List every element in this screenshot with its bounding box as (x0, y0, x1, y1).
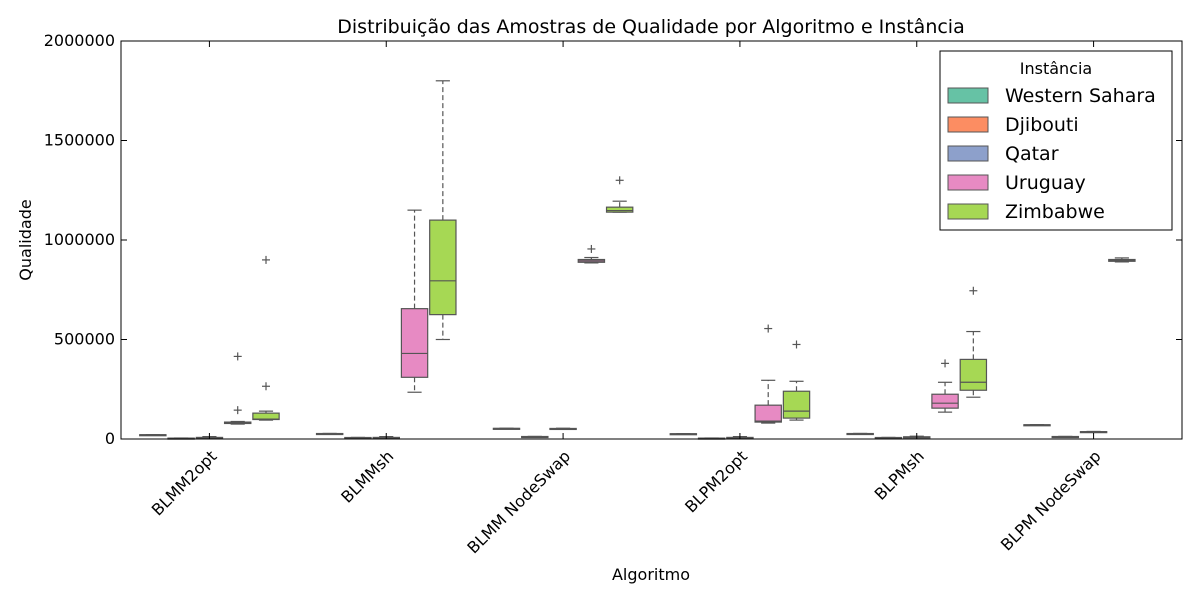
box-body (959, 358, 988, 391)
box-western-sahara-3 (669, 433, 698, 436)
legend-swatch (947, 87, 989, 104)
box-body (782, 390, 811, 419)
outlier (792, 340, 801, 349)
legend-swatch (947, 145, 989, 162)
box-body (931, 393, 959, 409)
box-western-sahara-2 (492, 427, 521, 430)
box-zimbabwe-3 (782, 340, 811, 421)
box-western-sahara-0 (139, 434, 167, 437)
box-body (429, 219, 457, 316)
legend-label: Uruguay (1005, 172, 1086, 194)
chart-title: Distribuição das Amostras de Qualidade p… (337, 16, 964, 38)
x-tick-label: BLMM2opt (148, 447, 221, 520)
outlier (233, 406, 242, 415)
legend-label: Zimbabwe (1005, 201, 1105, 223)
legend-frame (939, 50, 1173, 231)
box-djibouti-4 (874, 436, 903, 440)
legend-item-uruguay: Uruguay (947, 172, 1086, 194)
y-tick-label: 1000000 (44, 230, 115, 249)
box-body (605, 206, 634, 213)
box-uruguay-4 (931, 359, 959, 413)
y-tick-label: 500000 (54, 330, 115, 349)
x-tick-label: BLPM NodeSwap (997, 447, 1105, 555)
box-uruguay-1 (400, 209, 429, 393)
y-axis: 0 500000 1000000 1500000 2000000 (44, 31, 1182, 448)
legend-item-zimbabwe: Zimbabwe (947, 201, 1105, 223)
box-qatar-5 (1079, 430, 1108, 434)
x-tick-label: BLMM NodeSwap (463, 447, 574, 558)
box-body (400, 308, 429, 378)
box-uruguay-0 (223, 352, 252, 425)
box-djibouti-1 (344, 436, 372, 440)
y-tick-label: 0 (105, 429, 115, 448)
plot-marks (139, 80, 1136, 440)
x-axis-label: Algoritmo (612, 565, 690, 584)
legend-swatch (947, 203, 989, 220)
box-zimbabwe-1 (429, 80, 457, 341)
legend-items: Western Sahara Djibouti Qatar Uruguay Zimbab… (947, 85, 1156, 223)
legend-label: Djibouti (1005, 114, 1079, 136)
legend-item-western-sahara: Western Sahara (947, 85, 1156, 107)
box-western-sahara-1 (315, 432, 344, 436)
outlier (262, 382, 271, 391)
box-djibouti-5 (1051, 435, 1080, 439)
box-zimbabwe-0 (252, 255, 280, 421)
outlier (587, 244, 596, 253)
box-djibouti-2 (521, 435, 549, 439)
x-tick-label: BLPM2opt (681, 447, 751, 517)
outlier (262, 255, 271, 264)
box-zimbabwe-2 (605, 176, 634, 213)
box-uruguay-2 (577, 244, 606, 264)
y-tick-label: 2000000 (44, 31, 115, 50)
outlier (969, 286, 978, 295)
y-axis-label: Qualidade (16, 199, 35, 280)
y-tick-label: 1500000 (44, 131, 115, 150)
outlier (764, 324, 773, 333)
box-western-sahara-4 (846, 432, 874, 436)
box-uruguay-3 (754, 324, 782, 424)
legend-label: Western Sahara (1005, 85, 1156, 107)
legend-item-djibouti: Djibouti (947, 114, 1079, 136)
x-tick-label: BLPMsh (871, 447, 928, 504)
box-qatar-2 (549, 427, 577, 431)
legend-item-qatar: Qatar (947, 143, 1059, 165)
legend-title: Instância (1020, 59, 1092, 78)
legend: Instância Western Sahara Djibouti Qatar Uru… (939, 50, 1173, 231)
box-body (754, 404, 782, 423)
x-tick-label: BLMMsh (337, 447, 397, 507)
box-zimbabwe-4 (959, 286, 988, 398)
legend-label: Qatar (1005, 143, 1059, 165)
legend-swatch (947, 116, 989, 133)
legend-swatch (947, 174, 989, 191)
outlier (233, 352, 242, 361)
box-uruguay-5 (1108, 257, 1136, 263)
outlier (615, 176, 624, 185)
outlier (941, 359, 950, 368)
box-western-sahara-5 (1023, 424, 1051, 427)
